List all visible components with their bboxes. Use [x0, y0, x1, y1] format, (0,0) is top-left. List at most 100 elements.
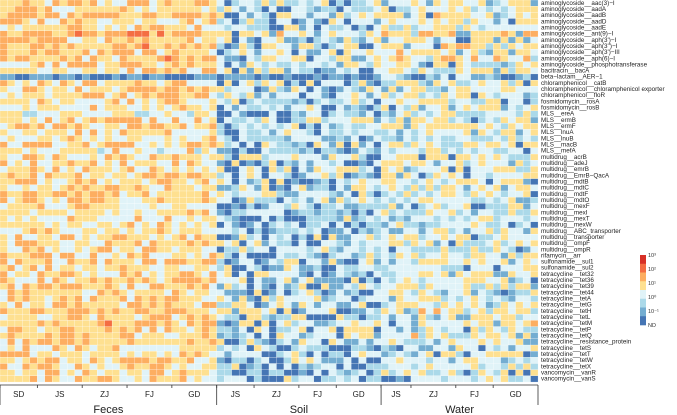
heatmap-cell — [179, 338, 187, 346]
heatmap-cell — [149, 338, 158, 346]
heatmap-cell — [67, 0, 75, 7]
heatmap-cell — [366, 73, 374, 81]
heatmap-cell — [493, 301, 501, 309]
heatmap-cell — [156, 240, 165, 247]
heatmap-cell — [448, 153, 456, 161]
heatmap-cell — [321, 369, 329, 377]
heatmap-cell — [493, 18, 501, 25]
heatmap-cell — [246, 79, 255, 87]
heatmap-cell — [321, 203, 329, 210]
heatmap-cell — [328, 215, 337, 222]
heatmap-cell — [179, 264, 187, 272]
heatmap-cell — [507, 363, 516, 370]
heatmap-cell — [14, 135, 23, 142]
row-label: tetracycline__tetA — [541, 296, 592, 303]
heatmap-cell — [515, 295, 524, 303]
heatmap-cell — [380, 110, 389, 118]
heatmap-cell — [89, 295, 98, 303]
heatmap-cell — [336, 172, 344, 179]
heatmap-cell — [104, 6, 113, 13]
heatmap-cell — [470, 197, 479, 204]
heatmap-cell — [156, 351, 165, 358]
heatmap-cell — [478, 270, 486, 278]
heatmap-cell — [59, 209, 68, 216]
heatmap-cell — [89, 264, 98, 272]
heatmap-cell — [336, 24, 344, 31]
heatmap-cell — [111, 375, 120, 383]
heatmap-cell — [410, 258, 419, 266]
heatmap-cell — [89, 49, 98, 56]
heatmap-cell — [149, 295, 158, 303]
heatmap-cell — [209, 166, 217, 173]
heatmap-cell — [336, 246, 344, 253]
heatmap-cell — [507, 36, 516, 44]
heatmap-cell — [74, 264, 83, 272]
heatmap-cell — [74, 98, 83, 105]
heatmap-cell — [283, 252, 292, 259]
heatmap-cell — [104, 116, 113, 124]
heatmap-cell — [156, 6, 165, 13]
heatmap-cell — [373, 166, 382, 173]
heatmap-cell — [507, 12, 516, 19]
heatmap-cell — [410, 209, 419, 216]
heatmap-cell — [433, 73, 442, 81]
heatmap-cell — [134, 258, 143, 266]
heatmap-cell — [358, 172, 367, 179]
heatmap-cell — [171, 79, 180, 87]
heatmap-cell — [500, 86, 509, 93]
heatmap-cell — [530, 270, 539, 278]
heatmap-cell — [336, 30, 344, 38]
heatmap-cell — [74, 67, 83, 75]
heatmap-cell — [149, 166, 158, 173]
heatmap-cell — [171, 357, 180, 364]
heatmap-cell — [380, 12, 389, 19]
heatmap-cell — [209, 98, 217, 105]
heatmap-cell — [134, 110, 143, 118]
heatmap-cell — [433, 79, 442, 87]
heatmap-cell — [104, 67, 113, 75]
heatmap-cell — [134, 369, 143, 377]
heatmap-cell — [89, 6, 98, 13]
heatmap-cell — [74, 135, 83, 142]
heatmap-cell — [358, 147, 367, 155]
heatmap-cell — [313, 283, 322, 290]
heatmap-cell — [463, 320, 471, 327]
heatmap-cell — [126, 344, 135, 352]
heatmap-cell — [179, 209, 187, 216]
heatmap-cell — [111, 184, 120, 192]
heatmap-cell — [216, 12, 225, 19]
heatmap-cell — [485, 209, 494, 216]
heatmap-cell — [209, 18, 217, 25]
heatmap-cell — [388, 197, 397, 204]
heatmap-cell — [388, 357, 397, 364]
heatmap-cell — [253, 30, 262, 38]
heatmap-cell — [134, 116, 143, 124]
heatmap-cell — [418, 129, 427, 136]
heatmap-cell — [104, 141, 113, 149]
heatmap-cell — [507, 30, 516, 38]
heatmap-cell — [380, 283, 389, 290]
heatmap-cell — [418, 0, 427, 7]
heatmap-cell — [59, 283, 68, 290]
heatmap-cell — [224, 0, 232, 7]
heatmap-cell — [470, 240, 479, 247]
heatmap-cell — [283, 110, 292, 118]
heatmap-cell — [246, 0, 255, 7]
heatmap-cell — [238, 178, 247, 186]
heatmap-cell — [455, 215, 464, 222]
heatmap-cell — [313, 36, 322, 44]
heatmap-cell — [291, 172, 300, 179]
heatmap-cell — [500, 49, 509, 56]
heatmap-cell — [97, 369, 105, 377]
heatmap-cell — [14, 184, 23, 192]
heatmap-cell — [328, 36, 337, 44]
heatmap-cell — [29, 227, 38, 235]
heatmap-cell — [351, 116, 359, 124]
heatmap-cell — [507, 252, 516, 259]
heatmap-cell — [156, 160, 165, 167]
heatmap-cell — [126, 55, 135, 62]
heatmap-cell — [209, 30, 217, 38]
heatmap-cell — [82, 147, 90, 155]
heatmap-cell — [358, 240, 367, 247]
heatmap-cell — [253, 61, 262, 68]
